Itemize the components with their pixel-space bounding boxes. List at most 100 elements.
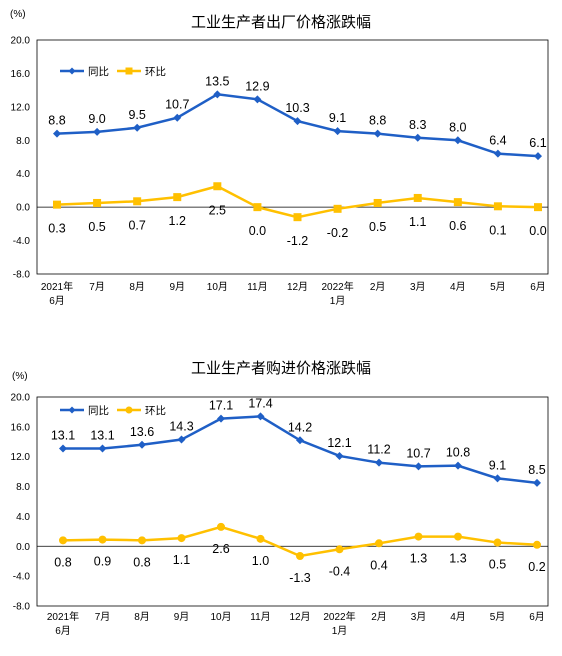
x-tick-label: 10月 [207, 281, 228, 293]
data-point-yoy [177, 435, 186, 444]
data-point-yoy [59, 444, 67, 453]
data-label-yoy: 10.7 [406, 446, 430, 460]
data-point-yoy [533, 478, 541, 487]
data-label-mom: 0.5 [369, 220, 386, 234]
data-label-yoy: 13.1 [90, 429, 114, 443]
data-point-yoy [133, 123, 142, 132]
data-label-mom: 0.4 [370, 558, 387, 572]
y-tick-label: 4.0 [16, 512, 30, 523]
y-tick-label: 16.0 [11, 422, 31, 433]
data-point-mom [493, 538, 502, 547]
x-tick-label: 9月 [174, 611, 190, 623]
data-point-mom [413, 193, 422, 202]
data-point-yoy [534, 152, 542, 161]
chart-purchase-price: 工业生产者购进价格涨跌幅 (%) 20.0 16.0 12.0 8.0 4.0 0.0 -4.0… [0, 350, 562, 656]
y-tick-label: 20.0 [11, 36, 31, 47]
legend-marker [125, 406, 133, 414]
data-label-mom: -1.3 [289, 571, 311, 585]
data-label-mom: -0.2 [327, 226, 349, 240]
data-point-yoy [53, 129, 61, 138]
data-point-mom [253, 203, 262, 212]
data-point-yoy [335, 451, 344, 460]
data-point-mom [296, 551, 304, 560]
x-tick-label: 12月 [287, 281, 308, 293]
unit-label: (%) [12, 371, 28, 382]
data-point-yoy [93, 127, 102, 136]
x-tick-label: 8月 [129, 281, 145, 293]
y-tick-label: 8.0 [16, 482, 30, 493]
plot-area [36, 39, 549, 275]
data-label-yoy: 10.7 [165, 98, 189, 112]
data-point-yoy [414, 462, 423, 471]
unit-label: (%) [10, 9, 26, 20]
data-point-yoy [173, 113, 182, 122]
x-tick-label: 8月 [134, 611, 150, 623]
x-tick-label: 2021年 [41, 280, 73, 293]
chart-output-price-svg: 工业生产者出厂价格涨跌幅 (%) 20.0 16.0 12.0 8.0 4.0 0.0 -4.0… [10, 9, 549, 307]
data-label-mom: 0.6 [449, 219, 466, 233]
data-label-mom: 1.1 [409, 215, 426, 229]
legend-entry: 环比 [145, 65, 166, 78]
data-label-mom: 0.5 [88, 220, 105, 234]
data-label-mom: 1.1 [173, 553, 190, 567]
data-point-mom [453, 198, 462, 207]
data-label-yoy: 9.0 [88, 112, 105, 126]
data-label-yoy: 9.1 [489, 458, 506, 472]
data-point-mom [454, 532, 462, 541]
data-label-mom: 1.0 [252, 554, 269, 568]
x-tick-label: 2月 [371, 611, 387, 623]
data-point-mom [217, 522, 225, 531]
data-label-yoy: 8.8 [369, 114, 386, 128]
data-point-yoy [413, 133, 422, 142]
data-point-yoy [217, 414, 225, 423]
data-point-yoy [333, 127, 342, 136]
x-tick-label: 9月 [169, 281, 185, 293]
chart-title: 工业生产者购进价格涨跌幅 [191, 359, 371, 377]
data-point-mom [533, 540, 541, 549]
data-label-mom: 0.8 [133, 555, 150, 569]
y-tick-label: 16.0 [11, 69, 31, 80]
data-label-yoy: 8.0 [449, 120, 466, 134]
data-label-mom: 0.8 [54, 555, 71, 569]
y-tick-label: 4.0 [16, 169, 30, 180]
x-tick-label: 6月 [49, 295, 65, 307]
legend-marker [68, 67, 76, 75]
data-point-mom [256, 534, 265, 543]
y-tick-label: -4.0 [13, 572, 31, 583]
data-label-mom: 0.1 [489, 223, 506, 237]
data-point-mom [333, 204, 342, 213]
series-line-mom [56, 184, 539, 219]
data-label-mom: 0.3 [48, 222, 65, 236]
data-label-yoy: 12.1 [327, 436, 351, 450]
x-tick-label: 11月 [247, 281, 267, 293]
data-point-yoy [296, 436, 304, 445]
data-label-mom: 1.2 [169, 214, 186, 228]
data-label-mom: 0.9 [94, 555, 111, 569]
data-point-yoy [373, 129, 382, 138]
data-label-mom: 0.5 [489, 558, 506, 572]
data-label-mom: 1.3 [410, 552, 427, 566]
y-tick-label: 12.0 [11, 452, 31, 463]
y-tick-label: -8.0 [13, 270, 31, 281]
data-point-mom [534, 203, 542, 212]
x-tick-label: 10月 [210, 611, 231, 623]
plot-area [36, 396, 549, 607]
chart-title: 工业生产者出厂价格涨跌幅 [191, 13, 371, 31]
data-point-mom [93, 198, 102, 207]
data-point-mom [375, 539, 383, 548]
data-point-yoy [493, 149, 502, 158]
data-label-mom: 1.3 [449, 552, 466, 566]
data-point-mom [213, 182, 222, 191]
legend-entry: 同比 [88, 404, 109, 417]
y-tick-label: 20.0 [11, 393, 31, 404]
x-tick-label: 3月 [410, 281, 426, 293]
data-label-mom: 0.0 [529, 224, 546, 238]
x-tick-label: 2月 [370, 281, 386, 293]
data-point-mom [335, 545, 344, 554]
x-tick-label: 7月 [95, 611, 111, 623]
x-tick-label: 3月 [411, 611, 427, 623]
legend-marker [68, 406, 76, 414]
data-label-mom: 0.0 [249, 224, 266, 238]
data-point-mom [414, 532, 423, 541]
data-point-yoy [454, 461, 462, 470]
